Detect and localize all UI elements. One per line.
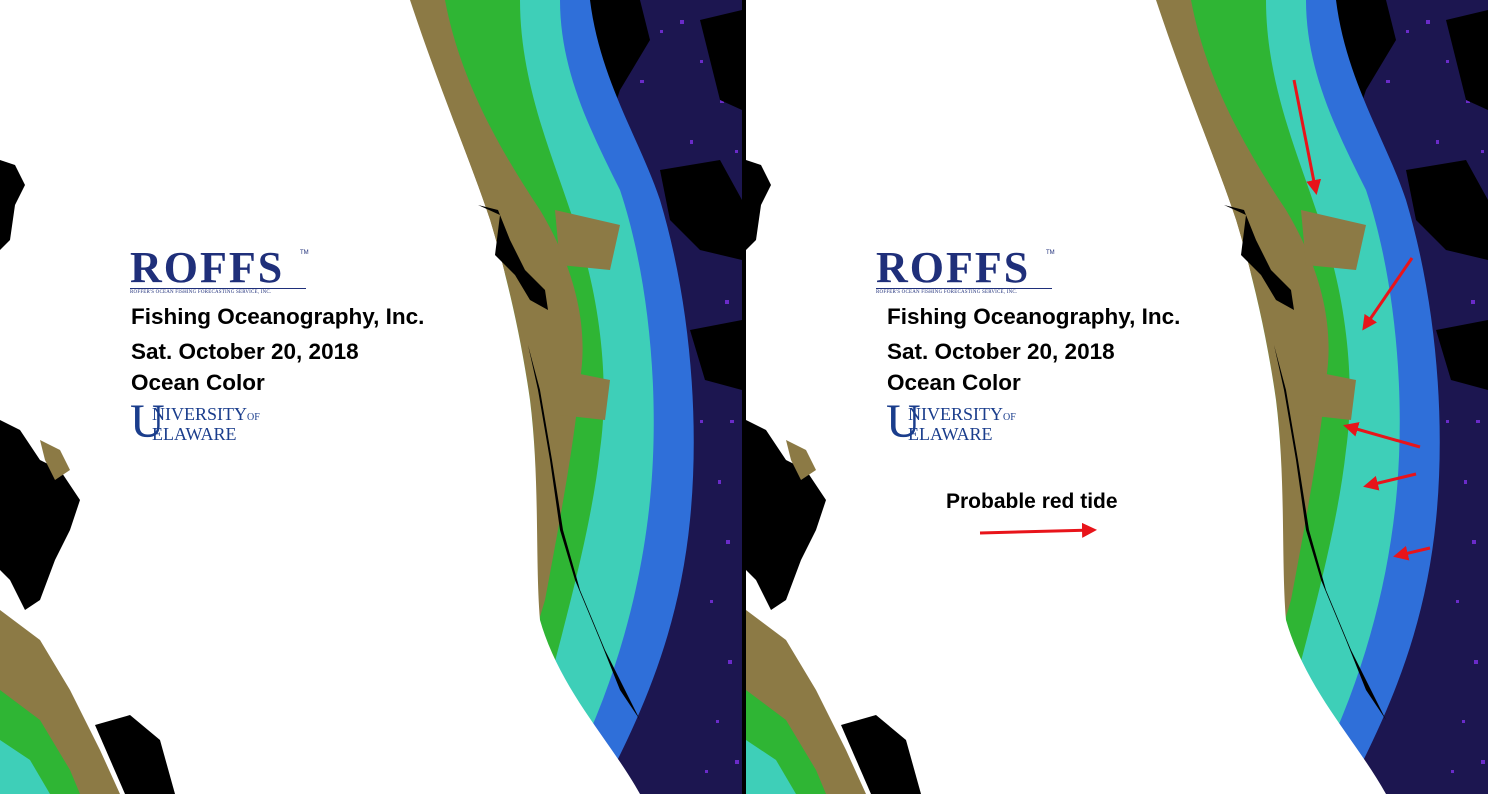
roffs-logo: ROFFS TM ROFFER'S OCEAN FISHING FORECAST… <box>130 243 309 298</box>
ocean-color-map-left: ROFFS TM ROFFER'S OCEAN FISHING FORECAST… <box>0 0 742 794</box>
company-name: Fishing Oceanography, Inc. <box>887 304 1181 329</box>
roffs-rule <box>876 288 1052 289</box>
chlorophyll-map-image <box>0 0 742 794</box>
ud-initials-mark: U <box>130 395 165 448</box>
map-date: Sat. October 20, 2018 <box>887 339 1115 364</box>
map-date: Sat. October 20, 2018 <box>131 339 359 364</box>
roffs-trademark: TM <box>1046 250 1055 256</box>
ud-of: OF <box>1003 412 1016 423</box>
product-name: Ocean Color <box>887 370 1021 395</box>
roffs-logo-wordmark: ROFFS <box>130 243 285 292</box>
legend-arrow <box>979 522 1097 538</box>
red-tide-arrow-5 <box>1393 545 1431 561</box>
roffs-trademark: TM <box>300 250 309 256</box>
red-tide-arrows <box>979 79 1431 561</box>
university-of-delaware-logo: U NIVERSITYOF ELAWARE <box>886 396 1016 454</box>
red-tide-arrow-2 <box>1362 257 1414 331</box>
roffs-tagline: ROFFER'S OCEAN FISHING FORECASTING SERVI… <box>876 290 1018 295</box>
ocean-color-map-right: ROFFS TM ROFFER'S OCEAN FISHING FORECAST… <box>746 0 1488 794</box>
legend-label: Probable red tide <box>946 490 1118 513</box>
ud-line1: NIVERSITY <box>152 404 247 424</box>
roffs-rule <box>130 288 306 289</box>
roffs-logo-wordmark: ROFFS <box>876 243 1031 292</box>
red-tide-arrow-1 <box>1292 79 1322 195</box>
roffs-logo: ROFFS TM ROFFER'S OCEAN FISHING FORECAST… <box>876 243 1055 298</box>
product-name: Ocean Color <box>131 370 265 395</box>
university-of-delaware-logo: U NIVERSITYOF ELAWARE <box>130 396 260 454</box>
ud-line2: ELAWARE <box>152 424 237 444</box>
ud-line1: NIVERSITY <box>908 404 1003 424</box>
red-tide-arrow-3 <box>1343 422 1421 449</box>
company-name: Fishing Oceanography, Inc. <box>131 304 425 329</box>
red-tide-arrow-4 <box>1363 472 1417 491</box>
ud-line2: ELAWARE <box>908 424 993 444</box>
roffs-tagline: ROFFER'S OCEAN FISHING FORECASTING SERVI… <box>130 290 272 295</box>
panel-divider <box>742 0 746 794</box>
ud-of: OF <box>247 412 260 423</box>
ud-initials-mark: U <box>886 395 921 448</box>
